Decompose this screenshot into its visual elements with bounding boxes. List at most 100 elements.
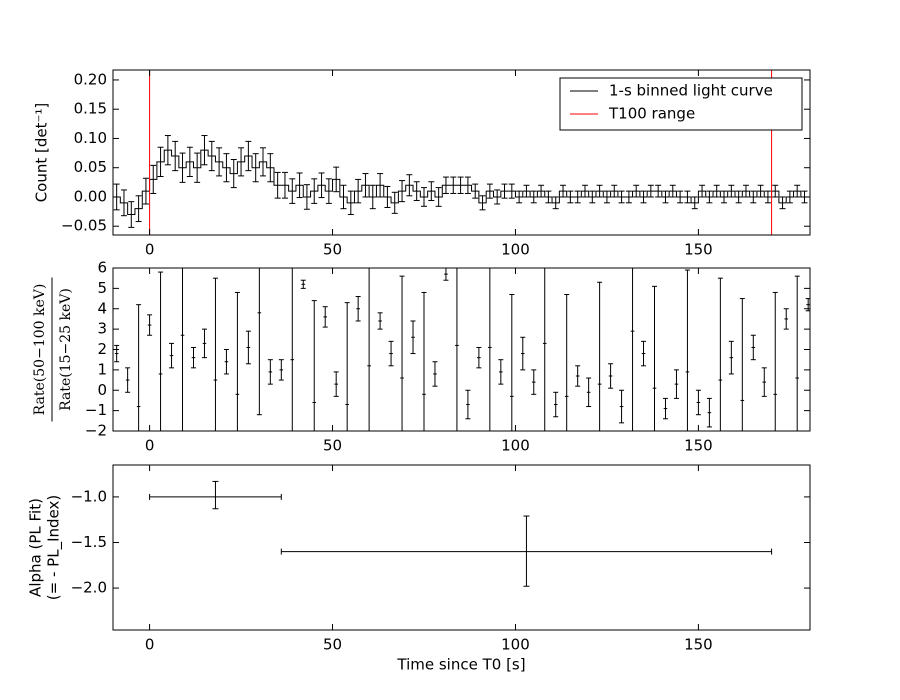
error-bar <box>256 268 262 416</box>
y-tick-label: 3 <box>97 320 107 338</box>
error-bar <box>619 389 625 424</box>
error-bar <box>212 277 218 431</box>
x-tick-label: 0 <box>145 437 155 455</box>
error-bar <box>367 268 371 431</box>
plot-area <box>114 268 810 431</box>
y-tick-label: −1.0 <box>71 487 107 505</box>
error-bar <box>630 268 635 431</box>
error-bar <box>344 302 350 431</box>
y-tick-label: 4 <box>97 299 107 317</box>
error-bar <box>388 340 394 367</box>
legend-label: T100 range <box>608 105 695 123</box>
x-tick-label: 150 <box>684 241 713 259</box>
error-bar <box>322 306 328 328</box>
error-bar <box>476 346 482 369</box>
error-bar <box>136 304 142 431</box>
y-tick-label: −1 <box>85 401 107 419</box>
error-bar <box>267 359 273 385</box>
error-bar <box>608 363 614 389</box>
y-tick-label: −2.0 <box>71 579 107 597</box>
error-bar <box>575 365 581 387</box>
legend-label: 1-s binned light curve <box>609 82 773 100</box>
legend-box <box>559 77 803 131</box>
error-bar <box>739 298 745 431</box>
axes-frame <box>112 69 811 236</box>
y-axis-label: Rate(15−25 keV) <box>58 288 74 411</box>
x-axis-label: Time since T0 [s] <box>396 656 525 674</box>
error-bar <box>190 346 196 369</box>
y-axis-label: Alpha (PL Fit) <box>27 498 45 597</box>
error-bar <box>455 268 459 431</box>
y-tick-label: −2 <box>85 422 107 440</box>
error-bar <box>597 281 603 431</box>
error-bar <box>399 275 405 431</box>
error-bar <box>783 308 789 330</box>
axes-frame <box>112 464 811 631</box>
error-bar <box>465 389 471 420</box>
error-bar <box>280 515 773 587</box>
axes-frame <box>112 267 811 432</box>
error-bar <box>641 340 647 367</box>
y-tick-label: −0.05 <box>61 217 107 235</box>
error-bar <box>542 268 547 431</box>
x-tick-label: 150 <box>684 437 713 455</box>
error-bar <box>169 342 175 369</box>
error-bar <box>520 336 526 371</box>
y-tick-label: 0.05 <box>74 158 107 176</box>
error-bar <box>662 397 668 420</box>
error-bar <box>432 361 438 387</box>
error-bar <box>728 340 734 375</box>
error-bar <box>158 271 164 431</box>
error-bar <box>421 291 427 431</box>
error-bar <box>201 328 207 359</box>
plot-area <box>149 480 773 587</box>
error-bar <box>290 268 295 431</box>
y-tick-label: 0 <box>97 381 107 399</box>
x-tick-label: 50 <box>323 636 342 654</box>
error-bar <box>149 480 282 510</box>
error-bar <box>717 277 723 431</box>
y-tick-label: 5 <box>97 279 107 297</box>
error-bar <box>300 279 306 289</box>
error-bar <box>355 296 361 322</box>
error-bar <box>498 359 504 385</box>
error-bar <box>509 293 515 431</box>
plot-area <box>113 70 809 235</box>
error-bar <box>706 397 712 428</box>
y-tick-label: 0.00 <box>74 187 107 205</box>
x-tick-label: 50 <box>323 241 342 259</box>
error-bar <box>564 293 570 431</box>
error-bar <box>114 344 120 363</box>
error-bar <box>673 369 679 399</box>
error-bar <box>772 291 778 431</box>
y-tick-label: 0.10 <box>74 129 107 147</box>
error-bar <box>553 391 559 418</box>
error-bar <box>223 349 229 375</box>
x-tick-label: 100 <box>501 241 530 259</box>
error-bar <box>695 389 701 416</box>
error-bar <box>180 268 185 431</box>
error-bar <box>333 371 339 397</box>
error-bar <box>234 291 240 431</box>
light-curve <box>113 149 809 216</box>
y-tick-label: 0.15 <box>74 100 107 118</box>
error-bar <box>586 377 592 408</box>
error-bar <box>443 268 449 281</box>
y-tick-label: 0.20 <box>74 70 107 88</box>
error-bar <box>377 312 383 330</box>
error-bar <box>684 269 690 431</box>
y-tick-label: 1 <box>97 360 107 378</box>
error-bar <box>794 275 800 431</box>
error-bar <box>531 369 537 395</box>
x-tick-label: 0 <box>145 636 155 654</box>
error-bar <box>652 285 658 431</box>
error-bar <box>311 300 317 431</box>
x-tick-label: 100 <box>501 437 530 455</box>
error-bar <box>125 367 131 393</box>
y-tick-label: −1.5 <box>71 533 107 551</box>
y-axis-label: Count [det⁻¹] <box>33 103 51 203</box>
error-bar <box>750 334 756 361</box>
error-bar <box>278 359 284 381</box>
y-axis-label: (= - PL_Index) <box>45 495 64 600</box>
